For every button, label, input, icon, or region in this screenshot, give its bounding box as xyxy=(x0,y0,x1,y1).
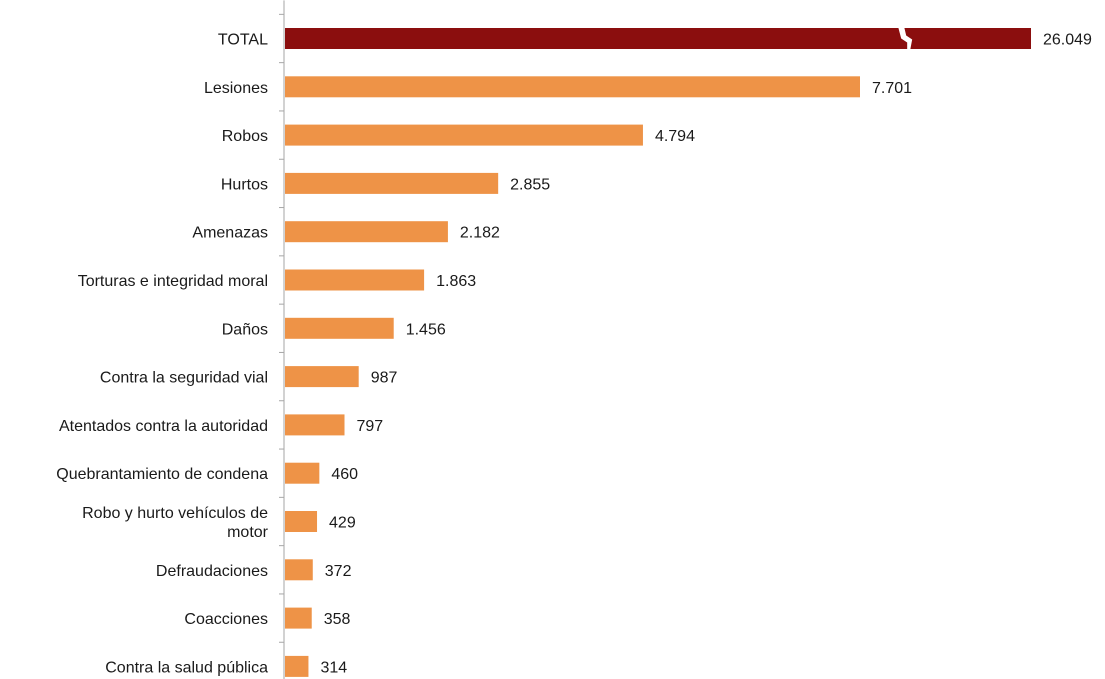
value-label: 26.049 xyxy=(1043,32,1092,49)
y-axis-ticks xyxy=(279,13,284,643)
value-label: 1.456 xyxy=(406,321,446,338)
category-label: Lesiones xyxy=(204,80,268,97)
value-label: 2.855 xyxy=(510,176,550,193)
value-label: 460 xyxy=(331,466,358,483)
bar-contra-la-salud-pública xyxy=(285,655,309,677)
category-labels-group: TOTAL Lesiones Robos Hurtos Amenazas Torturas… xyxy=(56,32,268,677)
bar-lesiones xyxy=(285,76,860,98)
value-label: 358 xyxy=(324,611,351,628)
bar-torturas-e-integridad-moral xyxy=(285,269,425,291)
category-label: Quebrantamiento de condena xyxy=(56,466,268,483)
bar-atentados-contra-la-autoridad xyxy=(285,414,345,436)
value-label: 1.863 xyxy=(436,273,476,290)
category-label: TOTAL xyxy=(218,32,268,49)
bar-daños xyxy=(285,317,394,339)
category-label: Hurtos xyxy=(221,176,268,193)
value-label: 987 xyxy=(371,370,398,387)
value-labels-group: 26.049 7.701 4.794 2.855 2.182 1.863 1.456 987 7… xyxy=(320,32,1092,677)
value-label: 7.701 xyxy=(872,80,912,97)
category-label: Daños xyxy=(222,321,268,338)
category-label: Defraudaciones xyxy=(156,563,268,580)
category-label: Torturas e integridad moral xyxy=(78,273,268,290)
category-label: Contra la salud pública xyxy=(105,659,268,676)
bar-total xyxy=(285,28,1031,49)
bar-robo-y-hurto-vehículos-de-motor xyxy=(285,511,318,532)
bar-contra-la-seguridad-vial xyxy=(285,366,359,388)
value-label: 2.182 xyxy=(460,225,500,242)
bar-defraudaciones xyxy=(285,559,313,581)
value-label: 429 xyxy=(329,515,356,532)
category-label: Amenazas xyxy=(192,225,268,242)
bars-group xyxy=(285,27,1031,677)
value-label: 372 xyxy=(325,563,352,580)
category-label: Robo y hurto vehículos de motor xyxy=(82,505,269,541)
category-label: Coacciones xyxy=(184,611,268,628)
bar-robos xyxy=(285,124,643,146)
axis-break-icon xyxy=(898,27,913,50)
category-label: Contra la seguridad vial xyxy=(100,370,268,387)
category-label: Atentados contra la autoridad xyxy=(59,418,268,435)
bar-coacciones xyxy=(285,607,312,629)
bar-quebrantamiento-de-condena xyxy=(285,462,320,484)
bar-hurtos xyxy=(285,172,499,194)
category-label: Robos xyxy=(222,128,268,145)
value-label: 797 xyxy=(357,418,384,435)
value-label: 314 xyxy=(320,659,347,676)
value-label: 4.794 xyxy=(655,128,695,145)
bar-amenazas xyxy=(285,221,448,243)
